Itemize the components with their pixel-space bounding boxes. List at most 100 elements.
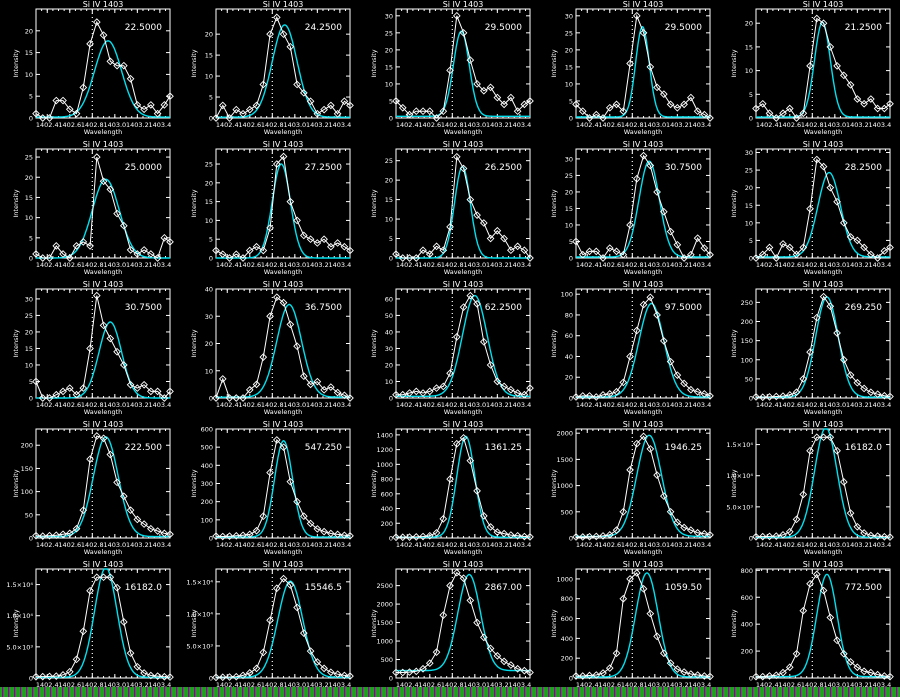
data-point [432, 648, 441, 656]
data-point [320, 105, 328, 114]
data-point [653, 471, 661, 479]
data-point [38, 254, 47, 262]
fit-curve [576, 572, 710, 678]
data-point [392, 390, 400, 399]
plot-panel: Si IV 1403 1402.4 1402.6 1402.8 1403.0 1403.2… [370, 0, 534, 136]
plot-title: Si IV 1403 [83, 420, 124, 429]
data-point [867, 388, 875, 397]
data-point [578, 533, 587, 541]
data-point [293, 216, 301, 225]
x-tick-label: 1402.6 [778, 261, 801, 269]
data-point [446, 581, 454, 590]
data-point [853, 522, 862, 531]
y-tick-label: 800 [741, 567, 753, 575]
y-tick-label: 10 [565, 221, 573, 229]
data-point [860, 529, 868, 537]
x-tick-label: 1403.2 [126, 401, 149, 409]
data-point [59, 96, 67, 105]
y-tick-label: 0 [389, 115, 393, 123]
peak-value-label: 1946.25 [665, 443, 702, 453]
axes-box [755, 148, 891, 259]
data-point [65, 105, 74, 114]
x-tick-label: 1403.2 [306, 121, 329, 129]
data-point [232, 105, 241, 114]
y-tick-label: 15 [745, 202, 753, 210]
data-point [439, 246, 448, 255]
data-point [446, 475, 454, 483]
data-point [239, 254, 247, 262]
data-point [45, 394, 54, 402]
x-tick-label: 1403.2 [666, 261, 689, 269]
x-tick-label: 1402.6 [238, 121, 261, 129]
data-point [779, 240, 787, 248]
data-point [479, 86, 488, 95]
data-point [333, 109, 342, 118]
data-point [860, 384, 868, 393]
x-tick-label: 1403.4 [328, 401, 351, 409]
y-tick-label: 25 [205, 161, 213, 169]
y-tick-label: 1500 [376, 619, 393, 627]
data-point [32, 531, 40, 540]
data-point [79, 238, 88, 246]
x-tick-label: 1402.8 [621, 401, 644, 409]
data-point [812, 433, 821, 442]
y-tick-label: 15 [205, 52, 213, 60]
data-point [119, 221, 128, 230]
data-point [752, 254, 760, 262]
data-point [286, 197, 295, 206]
data-point [706, 531, 714, 539]
data-point [619, 594, 628, 603]
data-point [405, 533, 414, 541]
y-axis-label: Intensity [370, 49, 378, 77]
x-tick-label: 1403.4 [688, 121, 711, 129]
data-point [752, 104, 760, 113]
data-point [799, 490, 808, 499]
axes-box [755, 288, 891, 399]
axes-box [35, 568, 171, 679]
plot-title: Si IV 1403 [803, 140, 844, 149]
data-point [486, 644, 495, 653]
y-tick-label: 15 [25, 194, 33, 202]
data-point [313, 525, 322, 533]
x-tick-label: 1403.4 [868, 261, 891, 269]
axes-box [35, 8, 171, 119]
data-point [806, 446, 814, 455]
y-tick-label: 0 [209, 255, 213, 263]
x-axis-label: Wavelength [804, 548, 843, 556]
data-point [646, 161, 655, 170]
data-point [833, 197, 841, 206]
data-point [785, 527, 794, 536]
plot-title: Si IV 1403 [623, 0, 664, 9]
data-point [239, 109, 247, 118]
y-tick-label: 50 [745, 375, 753, 383]
data-point [99, 321, 108, 330]
peak-value-label: 22.5000 [125, 23, 162, 33]
y-tick-label: 400 [381, 505, 393, 513]
data-point [653, 83, 661, 92]
data-point [687, 250, 695, 259]
data-point [239, 394, 247, 402]
plot-panel: Si IV 1403 1402.4 1402.6 1402.8 1403.0 1403.2… [370, 560, 534, 696]
y-tick-label: 20 [385, 177, 393, 185]
x-tick-label: 1402.8 [81, 681, 104, 689]
data-point [873, 104, 882, 113]
data-point [779, 392, 787, 400]
x-axis-label: Wavelength [624, 268, 663, 276]
data-point [520, 100, 529, 109]
data-point [605, 664, 614, 672]
x-axis-label: Wavelength [84, 128, 123, 136]
data-point [592, 671, 601, 679]
plot-panel: Si IV 1403 1402.4 1402.6 1402.8 1403.0 1403.2… [730, 0, 894, 136]
plot-panel: Si IV 1403 1402.4 1402.6 1402.8 1403.0 1403.2… [190, 0, 354, 136]
data-point [306, 235, 315, 244]
data-point [225, 114, 234, 122]
data-point [392, 533, 400, 542]
data-point [140, 669, 148, 677]
x-tick-label: 1403.2 [126, 121, 149, 129]
x-tick-label: 1403.2 [486, 121, 509, 129]
x-axis-label: Wavelength [264, 548, 303, 556]
data-point [513, 531, 522, 540]
y-tick-label: 0 [209, 115, 213, 123]
x-tick-label: 1403.4 [508, 541, 531, 549]
